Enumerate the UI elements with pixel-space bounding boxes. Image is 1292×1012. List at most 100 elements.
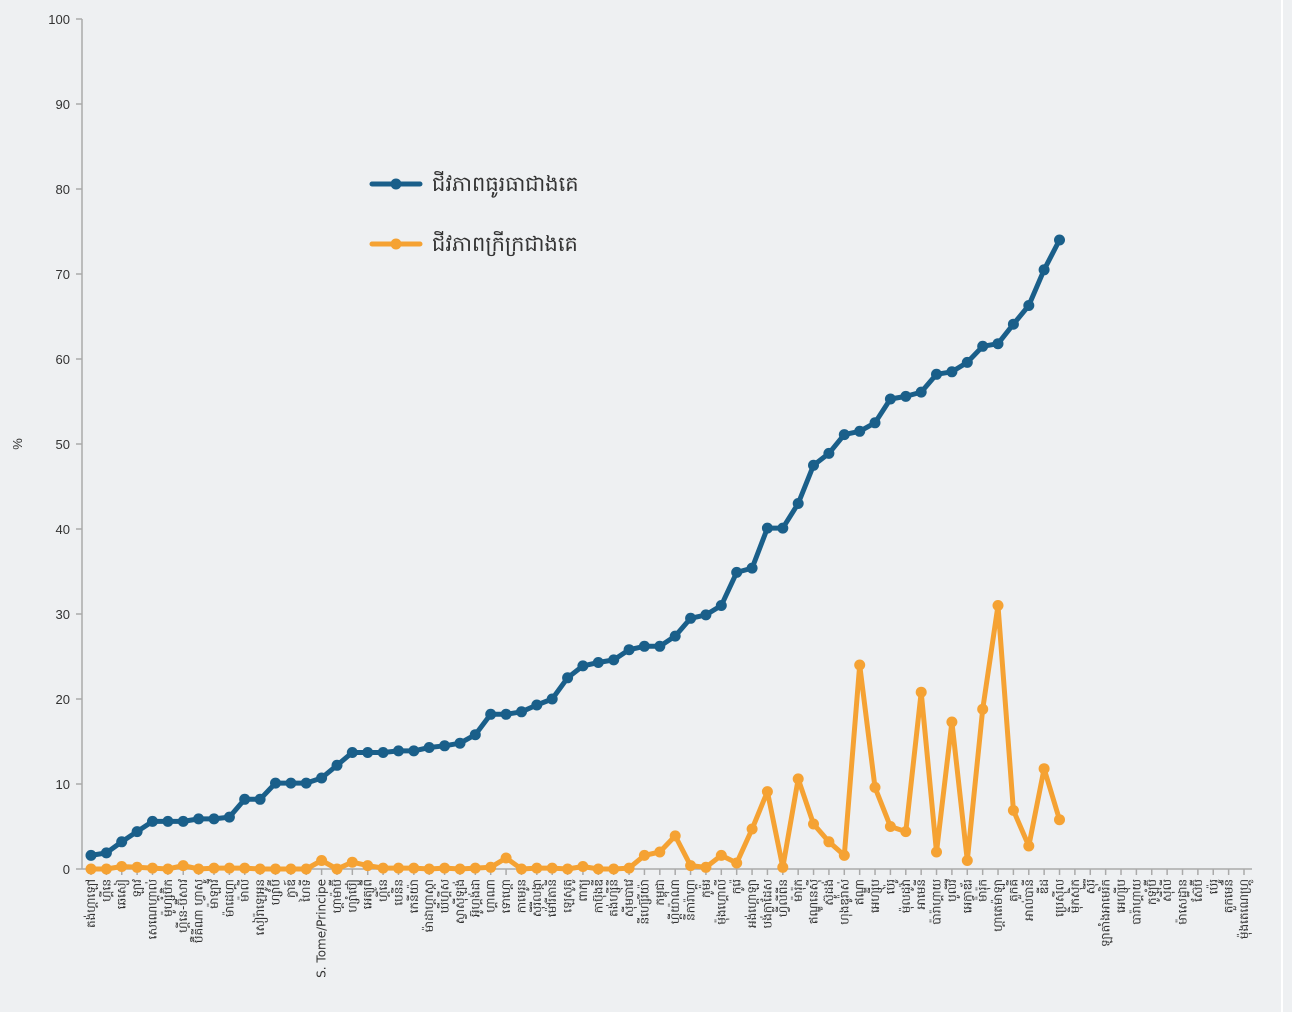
- data-point: [838, 849, 850, 861]
- y-tick-label: 40: [56, 522, 70, 537]
- x-tick-label: ម៉ារ៉ុក: [975, 879, 991, 902]
- data-point: [992, 600, 1004, 611]
- x-tick-label: ម៉ុងហ្គោលី: [713, 879, 729, 925]
- x-tick-label: ហ្សាំប៊ី: [266, 879, 282, 906]
- data-point: [500, 852, 512, 864]
- data-point: [931, 368, 942, 380]
- x-tick-label: ប៉េរូ: [1205, 879, 1221, 894]
- data-point: [638, 849, 650, 861]
- x-tick-label: អេត្យូពី: [360, 879, 378, 909]
- data-point: [761, 786, 773, 798]
- legend-label-rich: ជីវភាពធូរធាជាងគេ: [432, 171, 579, 198]
- y-tick-label: 90: [56, 97, 70, 112]
- data-point: [1007, 804, 1019, 816]
- y-tick-label: 70: [56, 267, 70, 282]
- x-tick-label: បារ៉ាហ្គាយ: [1128, 879, 1143, 925]
- data-point: [1038, 264, 1050, 276]
- x-tick-label: នីហ្ស៊េរីយ៉ា: [636, 879, 651, 924]
- x-tick-label: ឃីហ្គីស: [437, 879, 452, 913]
- x-tick-label: ហ្គីនេ: [98, 879, 113, 902]
- data-point: [177, 815, 189, 827]
- y-tick-label: 100: [48, 12, 70, 27]
- data-point: [546, 862, 558, 874]
- data-point: [1054, 234, 1065, 246]
- data-point: [808, 459, 819, 471]
- data-point: [1038, 763, 1050, 775]
- x-tick-label: ប៉ារ៉ាហ្គាយ: [929, 879, 944, 925]
- data-point: [731, 566, 743, 578]
- legend-marker-poor: [390, 238, 402, 250]
- y-axis: 0 10 20 30 40 50 60 70 80 90 100: [48, 12, 83, 877]
- data-point: [715, 600, 727, 611]
- data-point: [331, 863, 343, 875]
- series-0: [85, 234, 1065, 861]
- x-tick-label: ស៊ូដង់: [821, 879, 837, 906]
- data-point: [823, 447, 835, 459]
- data-point: [977, 703, 989, 715]
- data-point: [100, 847, 112, 859]
- y-axis-label: %: [10, 438, 25, 450]
- data-point: [346, 747, 358, 758]
- x-tick-label: ពាក្យ: [576, 879, 590, 902]
- data-point: [377, 862, 389, 874]
- x-tick-label: ស្វាស៊ីឡង់: [452, 879, 468, 924]
- data-point: [700, 861, 712, 873]
- data-point: [162, 815, 174, 827]
- data-point: [469, 729, 481, 741]
- data-point: [961, 356, 973, 368]
- data-point: [116, 836, 128, 848]
- x-tick-label: ម៉ាដាហ្គាស្កា: [421, 879, 436, 932]
- x-tick-label: កម្ពុជា: [653, 879, 670, 906]
- x-tick-label: S. Tome/Principe: [315, 879, 329, 978]
- x-tick-label: សេណេហ្គាល់: [144, 879, 159, 939]
- x-tick-label: កូរ៉េ: [729, 879, 745, 894]
- x-tick-label: កូម៉រ: [698, 879, 714, 898]
- data-point: [100, 863, 112, 875]
- x-tick-label: ម៉ៅរីតានី: [544, 879, 559, 917]
- data-point: [838, 429, 850, 441]
- x-tick-label: ហ្គីនេ-ប៊ីសាវ: [174, 879, 190, 933]
- data-point: [239, 793, 251, 805]
- data-point: [685, 612, 697, 624]
- data-point: [608, 654, 620, 666]
- data-point: [131, 861, 143, 873]
- data-point: [316, 855, 328, 866]
- x-tick-label: ម៉ុងតេណេហ្គ្រូ: [1236, 879, 1254, 939]
- data-point: [715, 849, 727, 861]
- x-tick-label: ស៊ែប៊ី: [1189, 879, 1205, 902]
- series-1: [85, 600, 1065, 875]
- x-tick-label: តង់ហ្ស៊ីនី: [606, 879, 624, 917]
- y-tick-label: 0: [63, 862, 70, 877]
- data-point: [669, 630, 681, 642]
- data-point: [147, 815, 158, 827]
- x-tick-label: ឥណ្ឌា: [853, 879, 867, 905]
- data-point: [685, 860, 697, 872]
- data-point: [669, 830, 681, 842]
- data-point: [638, 640, 650, 652]
- data-point: [254, 863, 266, 875]
- data-point: [300, 863, 312, 875]
- x-tick-label: កាមេរូន: [514, 879, 529, 913]
- x-tick-label: ស៊ីរី: [1082, 879, 1098, 894]
- data-point: [454, 737, 466, 749]
- data-point: [439, 740, 451, 752]
- data-point: [562, 863, 574, 875]
- data-point: [654, 846, 666, 858]
- legend-item-poor: ជីវភាពក្រីក្រជាងគេ: [369, 231, 578, 257]
- x-tick-label: ស៊ីមបាវេ: [621, 879, 637, 917]
- x-tick-label: ហុងឌូរ៉ាស់: [836, 879, 852, 925]
- x-tick-label: ប្រេស៊ីល: [1052, 879, 1068, 917]
- data-point: [193, 813, 205, 825]
- data-point: [961, 855, 973, 866]
- data-point: [777, 861, 789, 873]
- data-point: [869, 417, 881, 429]
- data-point: [946, 716, 958, 728]
- y-tick-label: 20: [56, 692, 70, 707]
- x-tick-label: ហ្គីយ៉ាណា: [667, 879, 682, 924]
- data-point: [454, 863, 466, 875]
- data-point: [469, 862, 481, 874]
- series-layer: [85, 234, 1065, 875]
- data-point: [546, 693, 558, 705]
- data-point: [992, 338, 1004, 350]
- data-point: [777, 522, 789, 534]
